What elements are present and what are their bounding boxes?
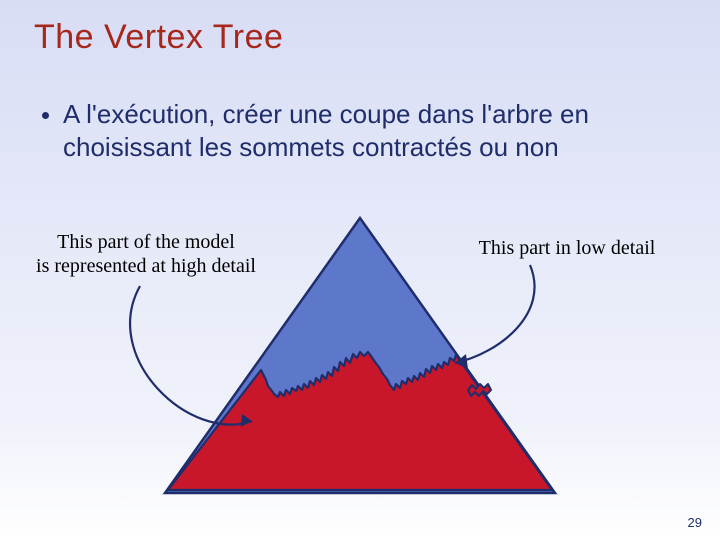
arrow-right xyxy=(455,265,535,369)
cut-region xyxy=(168,352,552,490)
arrow-right-curve xyxy=(455,265,535,363)
page-number: 29 xyxy=(688,515,702,530)
bullet-dot-icon xyxy=(42,112,49,119)
page-title: The Vertex Tree xyxy=(34,18,283,57)
vertex-tree-diagram xyxy=(150,218,570,498)
bullet-item: A l'exécution, créer une coupe dans l'ar… xyxy=(42,98,672,163)
bullet-text: A l'exécution, créer une coupe dans l'ar… xyxy=(63,98,672,163)
cut-island xyxy=(468,384,491,396)
